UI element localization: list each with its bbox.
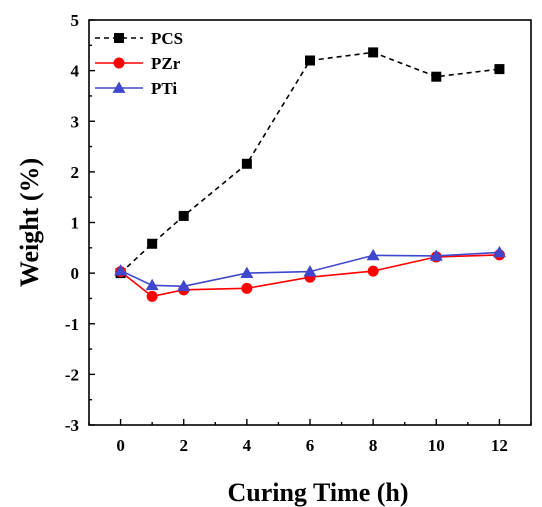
series-pti [114,245,506,292]
series-line-pti [120,251,500,288]
y-tick-label: 4 [71,62,80,81]
x-tick-label: 6 [306,436,315,455]
series-line-pcs [120,51,500,274]
data-point-pcs [494,64,505,75]
series-pcs [115,47,505,279]
data-point-pcs [305,55,315,66]
legend-entry-pti: PTi [95,79,177,98]
data-point-pti [492,245,506,258]
data-point-pcs [178,210,189,221]
data-point-pcs [147,238,158,249]
x-tick-label: 2 [179,436,188,455]
data-point-pti [145,278,159,291]
data-point-pti [114,264,128,276]
legend-marker-pcs [114,33,124,43]
data-point-pzr [146,290,158,302]
data-point-pti [366,248,380,261]
series-layer [114,47,506,302]
y-tick-label: 5 [71,11,80,30]
x-tick-label: 4 [243,436,252,455]
data-point-pti [177,279,191,292]
y-axis-title: Weight (%) [15,158,44,287]
legend: PCS PZr PTi [95,29,183,98]
legend-label-pcs: PCS [151,29,183,48]
data-point-pcs [241,158,252,169]
data-point-pti [429,249,443,261]
y-tick-label: 3 [71,112,80,131]
legend-label-pti: PTi [151,79,177,98]
y-tick-label: 1 [71,214,80,233]
legend-entry-pcs: PCS [95,29,183,48]
y-tick-label: -3 [65,416,79,435]
y-tick-label: -2 [65,365,79,384]
legend-marker-pti [112,81,126,93]
x-tick-label: 12 [491,436,508,455]
x-tick-label: 10 [428,436,445,455]
data-point-pcs [368,47,379,58]
y-tick-label: 2 [71,163,80,182]
legend-entry-pzr: PZr [95,54,181,73]
data-point-pti [303,265,317,277]
y-tick-label: -1 [65,315,79,334]
data-point-pcs [431,71,442,82]
data-point-pti [240,266,254,278]
y-tick-label: 0 [71,264,80,283]
x-tick-label: 8 [369,436,378,455]
legend-label-pzr: PZr [151,54,181,73]
x-tick-label: 0 [116,436,125,455]
data-point-pzr [367,265,379,277]
data-point-pzr [241,282,253,294]
legend-marker-pzr [113,57,125,69]
x-axis-title: Curing Time (h) [227,478,408,507]
